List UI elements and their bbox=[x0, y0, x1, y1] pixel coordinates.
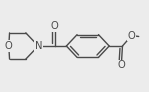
Text: O: O bbox=[51, 21, 58, 31]
Text: O: O bbox=[117, 60, 125, 70]
Text: O: O bbox=[5, 41, 13, 51]
Text: N: N bbox=[35, 41, 42, 51]
Text: O: O bbox=[128, 31, 135, 41]
